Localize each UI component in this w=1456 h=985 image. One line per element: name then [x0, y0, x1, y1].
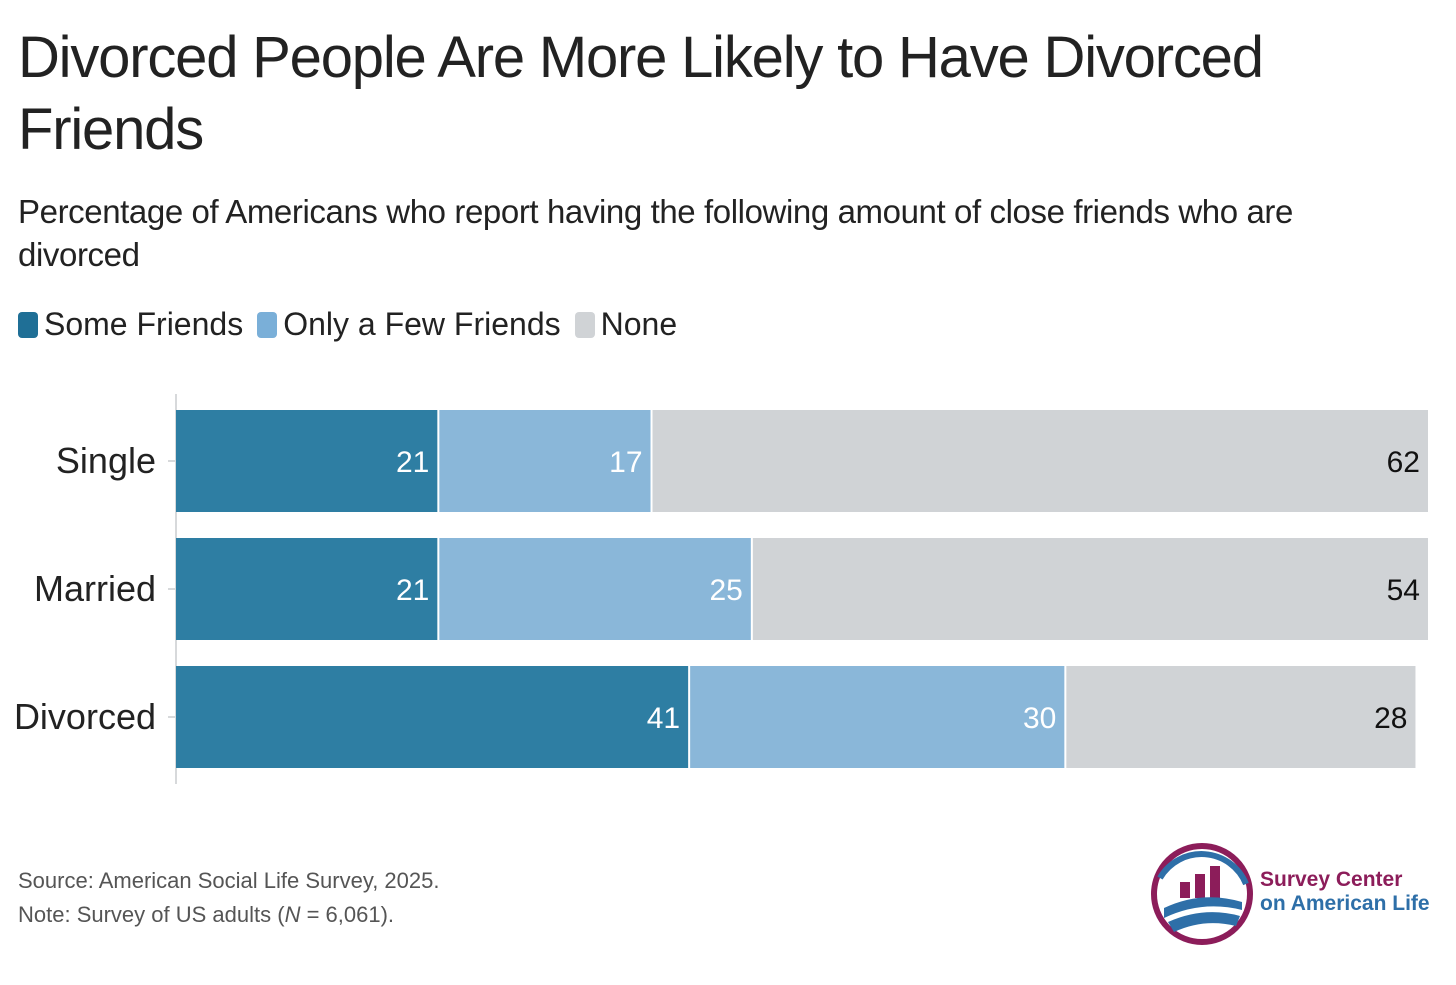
legend-label-some-friends: Some Friends	[44, 306, 244, 342]
sample-note: Note: Survey of US adults (N = 6,061).	[18, 898, 439, 932]
data-label-single-none: 62	[1387, 446, 1420, 479]
survey-center-logo-icon	[1151, 843, 1253, 945]
logo-text: Survey Center on American Life	[1260, 868, 1430, 916]
data-label-married-some-friends: 21	[396, 574, 429, 607]
data-label-divorced-none: 28	[1374, 702, 1407, 735]
legend: Some Friends Only a Few Friends None	[18, 306, 691, 343]
y-tick-label-divorced: Divorced	[14, 696, 156, 737]
sample-note-prefix: Note: Survey of US adults (	[18, 902, 285, 927]
bar-married-only-a-few-friends	[439, 538, 751, 640]
survey-center-logo: Survey Center on American Life	[1150, 838, 1450, 948]
y-tick-label-single: Single	[56, 440, 156, 481]
footer: Source: American Social Life Survey, 202…	[18, 864, 439, 932]
legend-item-only-a-few-friends: Only a Few Friends	[257, 306, 561, 343]
source-note: Source: American Social Life Survey, 202…	[18, 868, 440, 893]
legend-item-some-friends: Some Friends	[18, 306, 243, 343]
bar-married-some-friends	[176, 538, 438, 640]
sample-note-suffix: = 6,061).	[300, 902, 395, 927]
data-label-divorced-only-a-few-friends: 30	[1023, 702, 1056, 735]
legend-label-none: None	[600, 306, 678, 342]
bar-divorced-none	[1066, 666, 1416, 768]
chart-subtitle: Percentage of Americans who report havin…	[18, 193, 1293, 273]
data-label-divorced-some-friends: 41	[647, 702, 680, 735]
bar-married-none	[752, 538, 1428, 640]
chart-title: Divorced People Are More Likely to Have …	[18, 25, 1264, 162]
stacked-bar-chart: Single 21 17 62 Married 21 25 54 Divorced 41 30 28	[14, 394, 1428, 784]
data-label-single-some-friends: 21	[396, 446, 429, 479]
bar-single-some-friends	[176, 410, 438, 512]
legend-label-only-a-few-friends: Only a Few Friends	[283, 306, 561, 342]
y-tick-label-married: Married	[34, 568, 156, 609]
bar-single-only-a-few-friends	[439, 410, 651, 512]
legend-swatch-none	[574, 311, 595, 338]
bar-divorced-some-friends	[176, 666, 689, 768]
data-label-single-only-a-few-friends: 17	[609, 446, 642, 479]
logo-line-1: Survey Center	[1260, 868, 1403, 891]
sample-note-n: N	[284, 902, 301, 927]
legend-swatch-only-a-few-friends	[257, 311, 278, 338]
legend-item-none: None	[574, 306, 678, 343]
logo-line-2: on American Life	[1260, 892, 1430, 915]
legend-swatch-some-friends	[18, 311, 38, 338]
bar-single-none	[652, 410, 1428, 512]
bar-divorced-only-a-few-friends	[690, 666, 1065, 768]
data-label-married-only-a-few-friends: 25	[709, 574, 742, 607]
data-label-married-none: 54	[1387, 574, 1420, 607]
